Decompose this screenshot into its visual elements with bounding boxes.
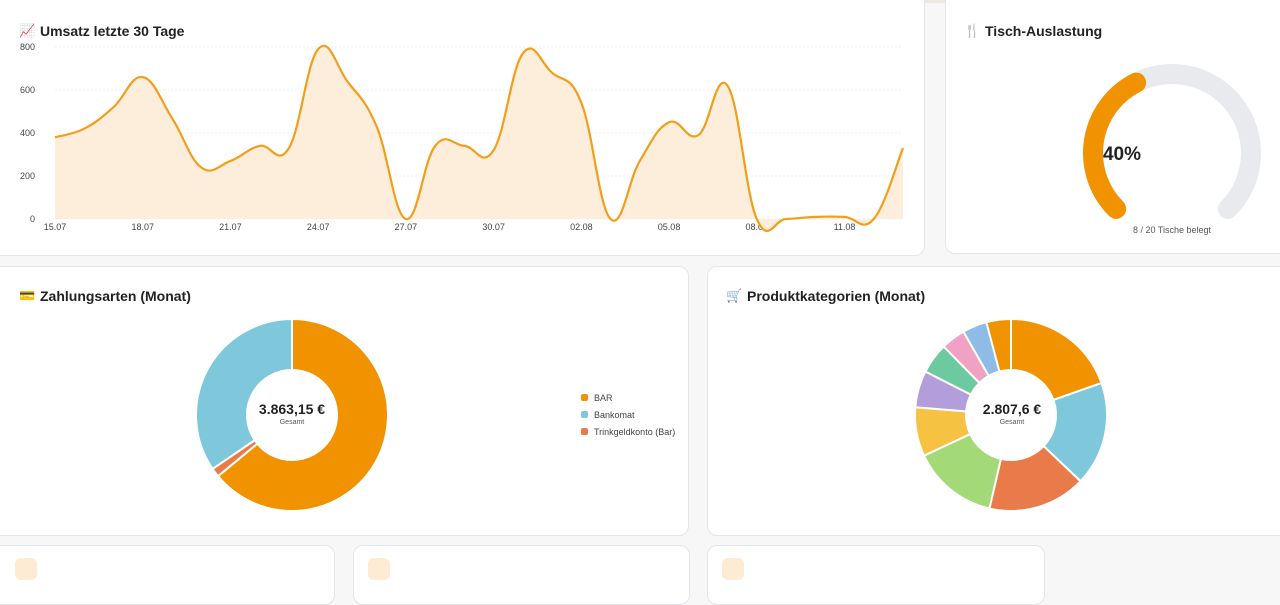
legend-swatch-trinkgeld xyxy=(581,428,588,435)
revenue-point[interactable] xyxy=(581,102,583,104)
revenue-x-tick: 30.07 xyxy=(482,222,505,232)
revenue-point[interactable] xyxy=(610,218,612,220)
revenue-point[interactable] xyxy=(171,117,173,119)
payments-legend: BAR Bankomat Trinkgeldkonto (Bar) xyxy=(581,389,675,440)
revenue-y-tick: 200 xyxy=(20,171,35,181)
revenue-card-header: 📈 Umsatz letzte 30 Tage xyxy=(19,23,184,39)
shopping-cart-icon: 🛒 xyxy=(726,288,743,303)
payments-card-header: 💳 Zahlungsarten (Monat) xyxy=(19,288,191,304)
bottom-card-1-icon xyxy=(15,558,37,580)
revenue-point[interactable] xyxy=(493,149,495,151)
occupancy-percent: 40% xyxy=(1102,144,1142,165)
revenue-point[interactable] xyxy=(464,145,466,147)
revenue-x-tick: 27.07 xyxy=(395,222,418,232)
revenue-point[interactable] xyxy=(200,167,202,169)
revenue-card: 📈 Umsatz letzte 30 Tage 0 200 400 600 800 15.… xyxy=(0,0,925,256)
revenue-point[interactable] xyxy=(551,72,553,74)
revenue-y-tick: 800 xyxy=(20,42,35,52)
gauge-fill xyxy=(1083,72,1147,219)
categories-total: 2.807,6 € xyxy=(982,401,1042,417)
payments-slice-2[interactable] xyxy=(211,438,259,478)
revenue-point[interactable] xyxy=(347,81,349,83)
revenue-y-tick: 400 xyxy=(20,128,35,138)
revenue-y-tick: 0 xyxy=(30,214,35,224)
legend-swatch-bar xyxy=(581,394,588,401)
revenue-point[interactable] xyxy=(668,121,670,123)
payments-center: 3.863,15 € Gesamt xyxy=(242,401,342,426)
bottom-card-3-icon xyxy=(722,558,744,580)
payments-total-label: Gesamt xyxy=(279,419,305,426)
revenue-card-title: Umsatz letzte 30 Tage xyxy=(40,23,185,39)
bottom-card-2-icon xyxy=(368,558,390,580)
payments-total: 3.863,15 € xyxy=(258,401,326,417)
categories-donut-chart xyxy=(914,317,1108,512)
legend-item-trinkgeld[interactable]: Trinkgeldkonto (Bar) xyxy=(581,423,675,440)
revenue-point[interactable] xyxy=(785,218,787,220)
revenue-point[interactable] xyxy=(288,147,290,149)
revenue-x-tick: 08.08 xyxy=(746,222,769,232)
revenue-point[interactable] xyxy=(434,145,436,147)
revenue-point[interactable] xyxy=(639,160,641,162)
revenue-x-tick: 15.07 xyxy=(44,222,67,232)
categories-card-header: 🛒 Produktkategorien (Monat) xyxy=(726,288,925,304)
categories-card-title: Produktkategorien (Monat) xyxy=(747,288,926,304)
revenue-x-tick: 18.07 xyxy=(131,222,154,232)
revenue-x-tick: 21.07 xyxy=(219,222,242,232)
legend-label-trinkgeld: Trinkgeldkonto (Bar) xyxy=(594,426,676,437)
bottom-card-3 xyxy=(707,545,1045,605)
occupancy-card-title: Tisch-Auslastung xyxy=(985,23,1103,39)
occupancy-card-header: 🍴 Tisch-Auslastung xyxy=(964,23,1102,39)
revenue-point[interactable] xyxy=(756,218,758,220)
revenue-chart: 0 200 400 600 800 15.07 18.07 21.07 24.07 27.07 30… xyxy=(20,42,905,233)
bottom-card-1 xyxy=(0,545,335,605)
revenue-x-tick: 11.08 xyxy=(834,222,856,232)
revenue-point[interactable] xyxy=(54,137,56,139)
credit-card-icon: 💳 xyxy=(19,288,36,303)
categories-center: 2.807,6 € Gesamt xyxy=(962,401,1062,426)
categories-slice-9[interactable] xyxy=(985,317,1012,373)
revenue-point[interactable] xyxy=(522,53,524,55)
fork-knife-icon: 🍴 xyxy=(964,23,981,38)
revenue-point[interactable] xyxy=(259,145,261,147)
legend-label-bar: BAR xyxy=(594,392,613,403)
revenue-point[interactable] xyxy=(376,126,378,128)
revenue-point[interactable] xyxy=(142,76,144,78)
payments-card-title: Zahlungsarten (Monat) xyxy=(40,288,191,304)
categories-card: 🛒 Produktkategorien (Monat) 2.807,6 € Ge… xyxy=(707,266,1280,536)
revenue-x-tick: 05.08 xyxy=(658,222,681,232)
legend-label-bankomat: Bankomat xyxy=(594,409,635,420)
revenue-point[interactable] xyxy=(814,216,816,218)
revenue-point[interactable] xyxy=(873,218,875,220)
occupancy-gauge xyxy=(1083,64,1261,219)
categories-total-label: Gesamt xyxy=(999,419,1025,426)
payments-slice-1[interactable] xyxy=(216,317,389,512)
revenue-point[interactable] xyxy=(727,85,729,87)
payments-donut-chart xyxy=(195,317,389,512)
occupancy-sub-label: 8 / 20 Tische belegt xyxy=(1132,225,1212,235)
revenue-point[interactable] xyxy=(317,48,319,50)
revenue-x-tick: 02.08 xyxy=(570,222,593,232)
payments-slice-0[interactable] xyxy=(195,317,293,471)
occupancy-card: 🍴 Tisch-Auslastung 40% 8 / 20 Tische bel… xyxy=(945,0,1280,254)
revenue-point[interactable] xyxy=(113,106,115,108)
categories-slice-0[interactable] xyxy=(1010,317,1103,402)
revenue-point[interactable] xyxy=(405,218,407,220)
revenue-point[interactable] xyxy=(844,216,846,218)
revenue-point[interactable] xyxy=(83,128,85,130)
chart-line-icon: 📈 xyxy=(19,23,36,38)
revenue-line xyxy=(54,44,905,233)
revenue-y-tick: 600 xyxy=(20,85,35,95)
revenue-point[interactable] xyxy=(902,147,904,149)
revenue-x-tick: 24.07 xyxy=(307,222,330,232)
legend-item-bankomat[interactable]: Bankomat xyxy=(581,406,675,423)
legend-swatch-bankomat xyxy=(581,411,588,418)
revenue-area xyxy=(55,45,903,231)
legend-item-bar[interactable]: BAR xyxy=(581,389,675,406)
payments-card: 💳 Zahlungsarten (Monat) 3.863,15 € Gesam… xyxy=(0,266,689,536)
revenue-point[interactable] xyxy=(698,134,700,136)
bottom-card-2 xyxy=(353,545,690,605)
revenue-point[interactable] xyxy=(230,160,232,162)
